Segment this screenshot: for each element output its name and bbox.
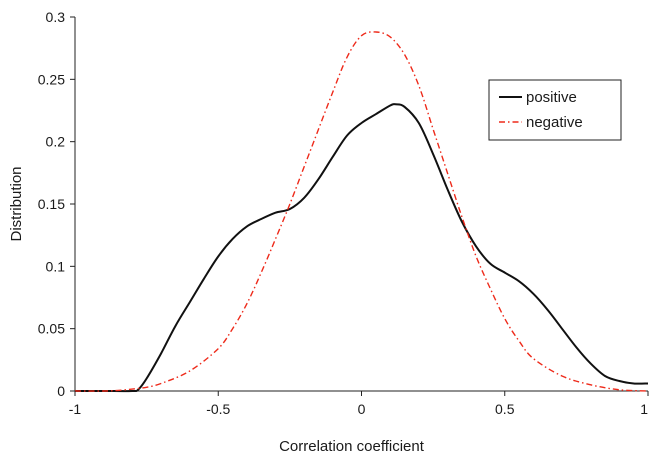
y-axis-title: Distribution [8,166,25,241]
legend: positive negative [488,79,622,141]
ticks-layer: 0 0.05 0.1 0.15 0.2 0.25 0.3 -1 -0.5 0 0.5 1 [38,9,649,417]
series-layer [74,31,649,393]
y-tick-label: 0.2 [46,134,66,150]
x-tick-label: 1 [640,401,648,417]
y-tick-label: 0.25 [38,71,65,87]
y-tick-label: 0 [57,383,65,399]
x-tick-label: 0 [358,401,366,417]
x-tick-label: -0.5 [206,401,230,417]
series-line-negative [74,31,649,392]
legend-label-negative: negative [526,114,583,131]
x-tick-label: -1 [69,401,82,417]
legend-label-positive: positive [526,89,577,106]
legend-box [488,79,622,141]
x-tick-label: 0.5 [495,401,515,417]
x-axis-title: Correlation coefficient [279,438,425,454]
y-tick-label: 0.1 [46,258,66,274]
y-tick-label: 0.15 [38,196,65,212]
y-tick-label: 0.3 [46,9,66,25]
y-tick-label: 0.05 [38,321,65,337]
series-line-positive [75,103,649,393]
axes [74,17,648,392]
